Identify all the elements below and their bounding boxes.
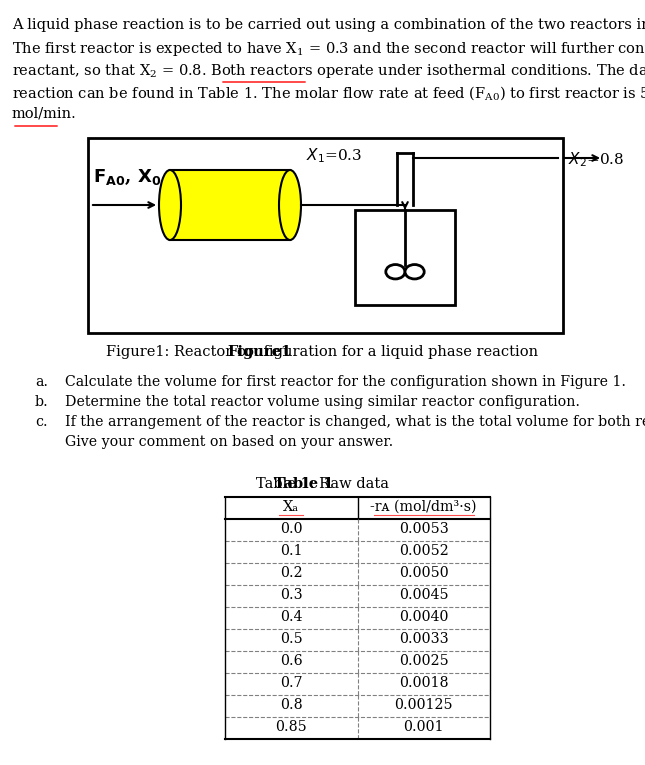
Ellipse shape	[405, 265, 424, 279]
Text: 0.0053: 0.0053	[399, 522, 449, 536]
Text: If the arrangement of the reactor is changed, what is the total volume for both : If the arrangement of the reactor is cha…	[65, 415, 645, 429]
Text: 0.00125: 0.00125	[395, 698, 453, 712]
Text: 0.4: 0.4	[280, 610, 303, 624]
Text: reactant, so that $\mathregular{X_2}$ = 0.8. Both reactors operate under isother: reactant, so that $\mathregular{X_2}$ = …	[12, 62, 645, 80]
Text: Table 1: Table 1	[275, 477, 334, 491]
Text: A liquid phase reaction is to be carried out using a combination of the two reac: A liquid phase reaction is to be carried…	[12, 18, 645, 32]
Text: 0.1: 0.1	[280, 544, 303, 558]
Text: 0.001: 0.001	[404, 720, 444, 734]
Text: 0.5: 0.5	[280, 632, 303, 646]
Text: $X_1$=0.3: $X_1$=0.3	[306, 146, 362, 164]
Text: $X_2$=0.8: $X_2$=0.8	[568, 150, 624, 169]
Text: Xₐ: Xₐ	[283, 500, 299, 514]
Text: Determine the total reactor volume using similar reactor configuration.: Determine the total reactor volume using…	[65, 395, 580, 409]
Text: 0.0040: 0.0040	[399, 610, 448, 624]
Text: 0.0052: 0.0052	[399, 544, 449, 558]
Text: b.: b.	[35, 395, 49, 409]
Text: 0.3: 0.3	[280, 588, 303, 602]
Text: Give your comment on based on your answer.: Give your comment on based on your answe…	[65, 435, 393, 449]
Text: Figure1: Reactor configuration for a liquid phase reaction: Figure1: Reactor configuration for a liq…	[106, 345, 539, 359]
Text: c.: c.	[35, 415, 48, 429]
Text: 0.0050: 0.0050	[399, 566, 449, 580]
Ellipse shape	[279, 170, 301, 240]
Text: 0.0025: 0.0025	[399, 654, 449, 668]
Text: 0.0: 0.0	[280, 522, 303, 536]
Text: 0.6: 0.6	[280, 654, 303, 668]
Text: Calculate the volume for first reactor for the configuration shown in Figure 1.: Calculate the volume for first reactor f…	[65, 375, 626, 389]
Ellipse shape	[159, 170, 181, 240]
Text: a.: a.	[35, 375, 48, 389]
Text: 0.2: 0.2	[280, 566, 303, 580]
Text: mol/min.: mol/min.	[12, 106, 77, 120]
Bar	[355, 210, 455, 305]
Text: The first reactor is expected to have $\mathregular{X_1}$ = 0.3 and the second r: The first reactor is expected to have $\…	[12, 40, 645, 58]
Text: reaction can be found in Table 1. The molar flow rate at feed ($\mathregular{F_{: reaction can be found in Table 1. The mo…	[12, 84, 645, 102]
Text: -rᴀ (mol/dm³·s): -rᴀ (mol/dm³·s)	[370, 500, 477, 514]
Bar	[88, 138, 563, 333]
Text: 0.7: 0.7	[280, 676, 303, 690]
Text: 0.85: 0.85	[275, 720, 307, 734]
Text: Figure1: Figure1	[228, 345, 292, 359]
Text: 0.8: 0.8	[280, 698, 303, 712]
Text: 0.0033: 0.0033	[399, 632, 448, 646]
Bar	[170, 170, 290, 240]
Text: 0.0018: 0.0018	[399, 676, 448, 690]
Ellipse shape	[386, 265, 405, 279]
Text: $\mathbf{F_{A0}}$, $\mathbf{X_0}$: $\mathbf{F_{A0}}$, $\mathbf{X_0}$	[93, 168, 161, 187]
Text: 0.0045: 0.0045	[399, 588, 448, 602]
Text: Table 1: Raw data: Table 1: Raw data	[256, 477, 389, 491]
